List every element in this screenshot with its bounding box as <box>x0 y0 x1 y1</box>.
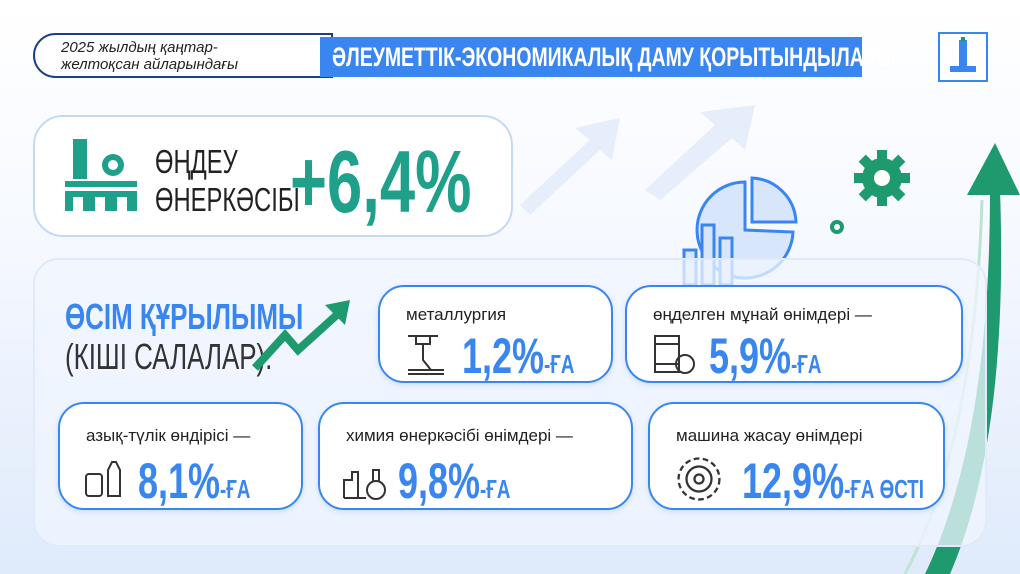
sector-label: машина жасау өнімдері <box>676 426 863 445</box>
summary-card: ӨҢДЕУ ӨНЕРКӘСІБІ +6,4% <box>33 115 513 237</box>
sector-value: 1,2%-ҒА <box>462 328 575 384</box>
trend-arrow-icon <box>252 300 350 371</box>
metallurgy-icon <box>408 335 444 375</box>
sector-card-oil: өңделген мұнай өнімдері — 5,9%-ҒА <box>625 285 963 384</box>
page-title: ӘЛЕУМЕТТІК-ЭКОНОМИКАЛЫҚ ДАМУ ҚОРЫТЫНДЫЛА… <box>332 42 896 72</box>
period-line-2: желтоқсан айларындағы <box>61 56 239 73</box>
structure-subtitle: (КІШІ САЛАЛАР): <box>65 336 273 377</box>
summary-line-2: ӨНЕРКӘСІБІ <box>155 181 301 218</box>
period-label: 2025 жылдың қаңтар- желтоқсан айларындағ… <box>33 33 333 78</box>
summary-line-1: ӨҢДЕУ <box>155 143 238 180</box>
sector-value: 8,1%-ҒА <box>138 453 251 509</box>
period-line-1: 2025 жылдың қаңтар- <box>61 39 218 56</box>
gear-icon <box>830 150 910 234</box>
summary-value: +6,4% <box>290 132 472 231</box>
building-logo-icon <box>950 37 976 72</box>
food-icon <box>85 461 121 497</box>
sector-card-food: азық-түлік өндірісі — 8,1%-ҒА <box>58 402 303 510</box>
faint-arrow-icon <box>645 105 755 200</box>
sector-value: 5,9%-ҒА <box>709 328 822 384</box>
oil-barrel-icon <box>654 335 695 374</box>
logo <box>938 32 988 82</box>
gear-cycle-icon <box>677 457 721 501</box>
factory-gear-icon <box>65 139 137 211</box>
sector-label: химия өнеркәсібі өнімдері — <box>346 426 573 445</box>
sector-card-metallurgy: металлургия 1,2%-ҒА <box>378 285 613 384</box>
structure-title: ӨСІМ ҚҰРЫЛЫМЫ <box>65 296 304 337</box>
faint-arrow-icon <box>520 118 620 215</box>
sector-value: 9,8%-ҒА <box>398 453 511 509</box>
header-title-bar: ӘЛЕУМЕТТІК-ЭКОНОМИКАЛЫҚ ДАМУ ҚОРЫТЫНДЫЛА… <box>320 37 896 77</box>
sector-label: азық-түлік өндірісі — <box>86 426 251 445</box>
sector-card-chemistry: химия өнеркәсібі өнімдері — 9,8%-ҒА <box>318 402 633 510</box>
sector-card-machinery: машина жасау өнімдері 12,9%-ҒА ӨСТІ <box>648 402 945 510</box>
chemistry-icon <box>343 469 386 500</box>
sector-label: өңделген мұнай өнімдері — <box>653 305 872 324</box>
sector-value: 12,9%-ҒА ӨСТІ <box>742 453 924 509</box>
sector-label: металлургия <box>406 305 507 324</box>
